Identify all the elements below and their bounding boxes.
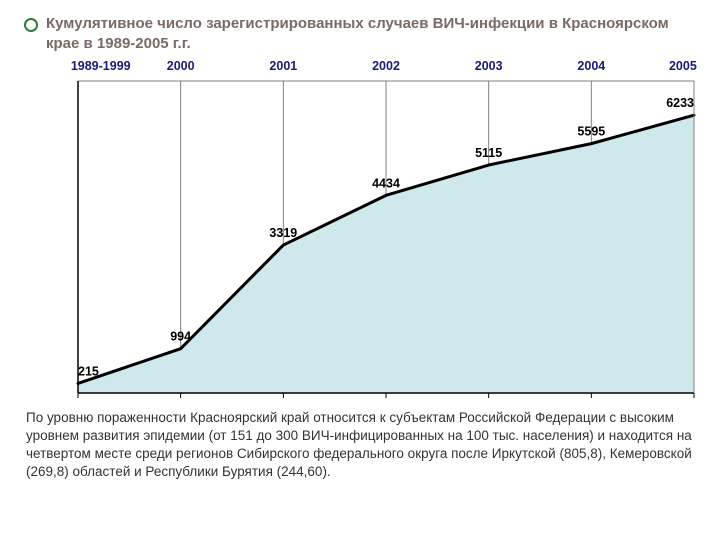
title-row: Кумулятивное число зарегистрированных сл… (24, 14, 696, 55)
svg-text:6233: 6233 (666, 96, 694, 110)
x-axis-label: 2001 (269, 59, 297, 73)
svg-text:5595: 5595 (577, 124, 605, 138)
svg-text:4434: 4434 (372, 176, 400, 190)
caption-text: По уровню пораженности Красноярский край… (24, 409, 696, 482)
x-axis-label: 2000 (167, 59, 195, 73)
x-axis-labels: 1989-1999200020012002200320042005 (78, 59, 694, 77)
x-axis-label: 2005 (669, 59, 697, 73)
x-axis-label: 2004 (577, 59, 605, 73)
chart-svg: 215 994 3319 4434 5115 5595 6233 (24, 77, 704, 399)
chart-title: Кумулятивное число зарегистрированных сл… (46, 14, 696, 55)
svg-text:994: 994 (170, 329, 191, 343)
area-chart: 1989-1999 2000 2001 2002 2003 2004 2005 215 994… (24, 59, 704, 399)
bullet-icon (24, 18, 38, 32)
svg-text:5115: 5115 (475, 146, 502, 160)
x-axis-label: 1989-1999 (71, 59, 131, 73)
x-axis-label: 2002 (372, 59, 400, 73)
svg-text:3319: 3319 (269, 226, 297, 240)
svg-text:215: 215 (78, 364, 99, 378)
x-axis-label: 2003 (475, 59, 503, 73)
